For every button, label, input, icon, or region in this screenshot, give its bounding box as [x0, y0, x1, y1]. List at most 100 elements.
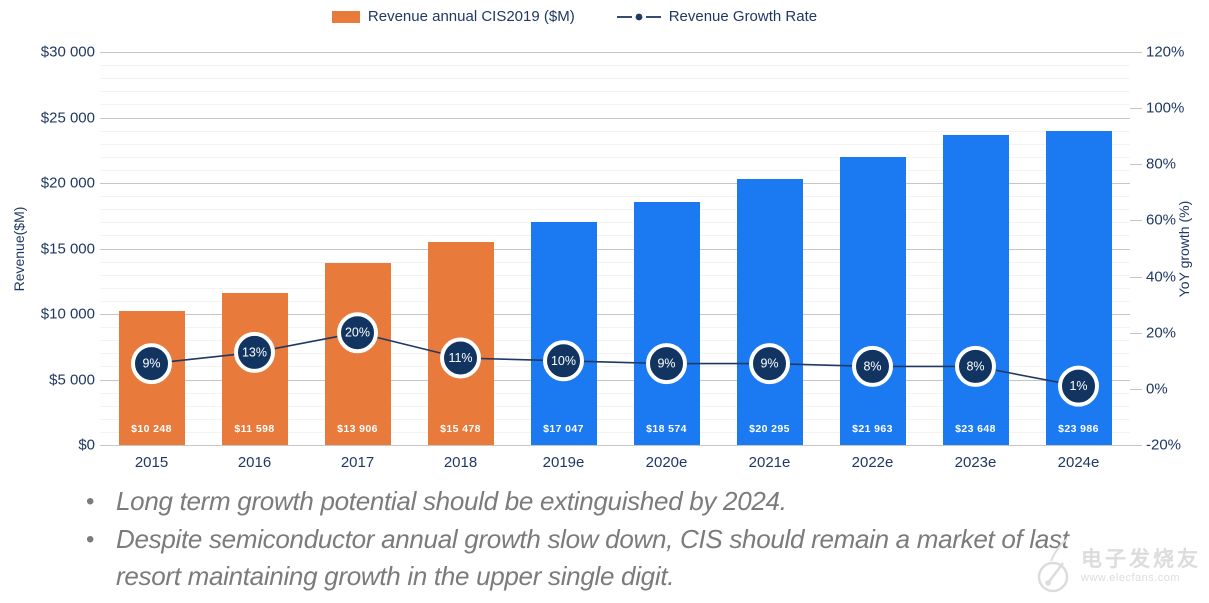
right-axis-tick: [1130, 220, 1142, 222]
note-item-1: • Despite semiconductor annual growth slo…: [86, 521, 1091, 595]
right-axis-tick: [1130, 164, 1142, 166]
minor-gridline: [100, 353, 1130, 355]
major-gridline: [100, 52, 1130, 53]
bar-2019e: [530, 221, 597, 445]
minor-gridline: [100, 431, 1130, 433]
bar-value-label-2021e: $20 295: [749, 423, 790, 435]
x-axis-label-2019e: 2019e: [542, 454, 585, 471]
growth-value-label: 10%: [551, 354, 576, 368]
minor-gridline: [100, 418, 1130, 420]
major-gridline: [100, 314, 1130, 315]
growth-value-label: 1%: [1069, 379, 1087, 393]
growth-value-label: 13%: [242, 345, 267, 359]
growth-marker-2021e: [749, 343, 790, 385]
growth-line: [151, 331, 1079, 387]
right-axis-tick-label: -20%: [1146, 436, 1182, 454]
left-axis-tick-label: $5 000: [49, 371, 95, 388]
bar-2021e: [736, 179, 803, 445]
right-axis-tick: [1130, 388, 1142, 390]
minor-gridline: [100, 300, 1130, 302]
x-axis-label-2015: 2015: [134, 454, 169, 471]
x-axis-label-2017: 2017: [340, 454, 375, 471]
note-bullet-icon: •: [86, 526, 95, 553]
minor-gridline: [100, 169, 1130, 171]
minor-gridline: [100, 143, 1130, 145]
x-axis-label-2022e: 2022e: [851, 454, 894, 471]
growth-marker-2024e: [1058, 365, 1099, 407]
watermark-text: 电子发烧友 www.elecfans.com: [1081, 548, 1201, 584]
legend-item-0: Revenue annual CIS2019 ($M): [331, 8, 575, 25]
minor-gridline: [100, 392, 1130, 394]
bar-value-label-2024e: $23 986: [1058, 423, 1099, 435]
bar-value-label-2018: $15 478: [440, 423, 481, 435]
major-gridline: [100, 117, 1130, 119]
bar-2020e: [633, 201, 700, 445]
left-axis-tick-label: $30 000: [40, 43, 95, 61]
bar-2023e: [942, 135, 1009, 445]
note-text: Long term growth potential should be ext…: [116, 486, 787, 516]
left-axis-tick-label: $15 000: [40, 240, 95, 257]
left-axis-tick-label: $10 000: [40, 305, 95, 323]
x-axis-label-2021e: 2021e: [748, 454, 791, 471]
growth-value-label: 8%: [863, 359, 881, 373]
growth-marker-2016: [234, 331, 275, 373]
minor-gridline: [100, 366, 1130, 368]
bar-value-label-2017: $13 906: [337, 423, 378, 435]
right-axis-tick: [1130, 52, 1142, 53]
right-axis-tick-label: 40%: [1146, 268, 1177, 286]
major-gridline: [100, 379, 1130, 381]
legend-label-0: Revenue annual CIS2019 ($M): [367, 8, 575, 25]
minor-gridline: [100, 130, 1130, 132]
right-axis-tick: [1130, 108, 1142, 110]
minor-gridline: [100, 327, 1130, 329]
minor-gridline: [100, 405, 1130, 407]
right-axis-tick-label: 60%: [1146, 211, 1177, 229]
minor-gridline: [100, 235, 1130, 237]
right-axis-tick: [1130, 276, 1142, 278]
bar-value-label-2015: $10 248: [131, 423, 172, 435]
growth-value-label: 20%: [345, 326, 370, 340]
bar-value-label-2020e: $18 574: [646, 423, 687, 435]
legend-item-1: Revenue Growth Rate: [616, 8, 818, 25]
chart-canvas: $10 248 2015 $11 598 2016 $13 906 2017 $15 478…: [11, 43, 1192, 472]
minor-gridline: [100, 222, 1130, 224]
growth-line-layer: 9% 13% 20% 11% 10% 9% 9% 8% 8% 1%: [131, 312, 1099, 407]
right-axis-tick-label: 0%: [1146, 380, 1168, 398]
left-axis-tick-label: $25 000: [40, 109, 95, 126]
minor-gridline: [100, 196, 1130, 198]
bar-value-label-2019e: $17 047: [543, 423, 584, 435]
elecfans-logo-icon: [1037, 538, 1069, 593]
minor-gridline: [100, 340, 1130, 342]
legend-label-1: Revenue Growth Rate: [668, 8, 818, 25]
bar-value-label-2016: $11 598: [234, 423, 275, 435]
growth-marker-2019e: [543, 340, 584, 382]
note-bullet-icon: •: [86, 488, 95, 515]
growth-value-label: 9%: [760, 357, 778, 371]
x-axis-label-2018: 2018: [443, 454, 478, 471]
x-axis-label-2016: 2016: [237, 454, 272, 471]
bar-value-label-2022e: $21 963: [852, 423, 893, 435]
watermark-url: www.elecfans.com: [1081, 572, 1181, 584]
bar-value-label-2023e: $23 648: [955, 423, 996, 435]
note-item-0: • Long term growth potential should be ex…: [86, 483, 1091, 520]
minor-gridline: [100, 274, 1130, 276]
watermark: 电子发烧友 www.elecfans.com: [1037, 535, 1201, 597]
right-axis-tick-label: 120%: [1146, 43, 1185, 61]
left-axis-tick-label: $0: [78, 436, 95, 454]
right-axis-tick-label: 80%: [1146, 155, 1177, 173]
chart-legend: Revenue annual CIS2019 ($M) Revenue Growt…: [0, 8, 1149, 25]
minor-gridline: [100, 78, 1130, 80]
bar-2022e: [839, 157, 906, 445]
left-axis-tick-label: $20 000: [40, 174, 95, 192]
watermark-brand: 电子发烧友: [1081, 548, 1201, 571]
x-axis-label-2023e: 2023e: [954, 454, 997, 471]
x-axis-label-2024e: 2024e: [1057, 454, 1100, 471]
minor-gridline: [100, 261, 1130, 263]
minor-gridline: [100, 287, 1130, 289]
growth-marker-2018: [440, 337, 481, 379]
major-gridline: [100, 445, 1130, 446]
right-axis-tick-label: 20%: [1146, 324, 1177, 342]
growth-value-label: 8%: [966, 359, 984, 373]
growth-marker-2020e: [646, 343, 687, 385]
